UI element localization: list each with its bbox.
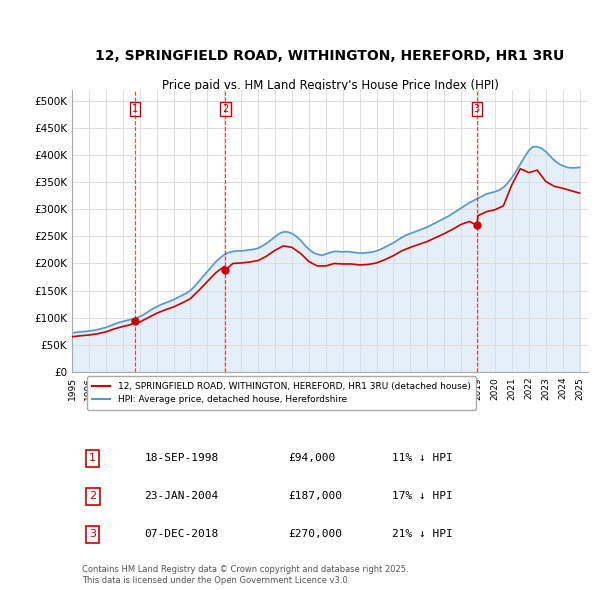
Text: 07-DEC-2018: 07-DEC-2018 [144,529,218,539]
Text: 18-SEP-1998: 18-SEP-1998 [144,453,218,463]
Text: 11% ↓ HPI: 11% ↓ HPI [392,453,452,463]
Text: £187,000: £187,000 [289,491,343,502]
Text: 2: 2 [89,491,96,502]
Text: 17% ↓ HPI: 17% ↓ HPI [392,491,452,502]
Legend: 12, SPRINGFIELD ROAD, WITHINGTON, HEREFORD, HR1 3RU (detached house), HPI: Avera: 12, SPRINGFIELD ROAD, WITHINGTON, HEREFO… [87,376,476,410]
Text: 12, SPRINGFIELD ROAD, WITHINGTON, HEREFORD, HR1 3RU: 12, SPRINGFIELD ROAD, WITHINGTON, HEREFO… [95,49,565,63]
Text: £270,000: £270,000 [289,529,343,539]
Text: Contains HM Land Registry data © Crown copyright and database right 2025.
This d: Contains HM Land Registry data © Crown c… [82,565,409,585]
Text: 3: 3 [89,529,96,539]
Text: 23-JAN-2004: 23-JAN-2004 [144,491,218,502]
Text: 21% ↓ HPI: 21% ↓ HPI [392,529,452,539]
Text: 1: 1 [89,453,96,463]
Text: 3: 3 [474,104,480,114]
Text: £94,000: £94,000 [289,453,336,463]
Text: 2: 2 [223,104,229,114]
Text: 1: 1 [132,104,138,114]
Text: Price paid vs. HM Land Registry's House Price Index (HPI): Price paid vs. HM Land Registry's House … [161,79,499,92]
